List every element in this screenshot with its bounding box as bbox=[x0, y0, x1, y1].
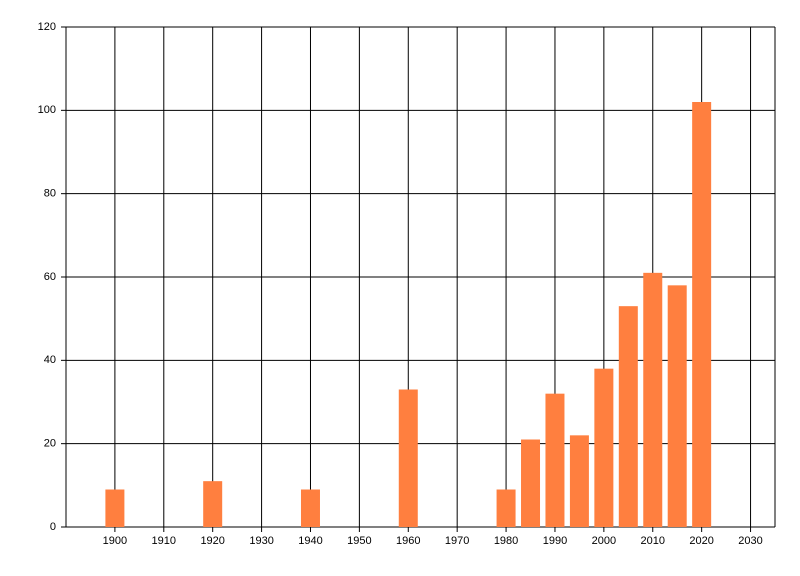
y-tick-label: 120 bbox=[38, 21, 56, 33]
bar bbox=[569, 435, 589, 527]
x-tick-label: 2030 bbox=[738, 535, 762, 547]
x-tick-label: 1920 bbox=[200, 535, 224, 547]
x-tick-label: 1980 bbox=[494, 535, 518, 547]
y-tick-label: 80 bbox=[44, 188, 56, 200]
x-tick-label: 2010 bbox=[641, 535, 665, 547]
bar bbox=[300, 489, 320, 527]
y-tick-label: 40 bbox=[44, 354, 56, 366]
y-tick-label: 20 bbox=[44, 438, 56, 450]
x-tick-label: 2000 bbox=[592, 535, 616, 547]
x-tick-label: 1940 bbox=[298, 535, 322, 547]
y-tick-label: 100 bbox=[38, 104, 56, 116]
x-tick-label: 1970 bbox=[445, 535, 469, 547]
bar bbox=[203, 481, 223, 527]
bar bbox=[398, 389, 418, 527]
bar bbox=[692, 102, 712, 527]
x-tick-label: 2020 bbox=[689, 535, 713, 547]
y-tick-label: 0 bbox=[50, 521, 56, 533]
x-tick-label: 1930 bbox=[249, 535, 273, 547]
bar bbox=[594, 368, 614, 527]
x-tick-label: 1910 bbox=[152, 535, 176, 547]
x-tick-label: 1960 bbox=[396, 535, 420, 547]
bar bbox=[496, 489, 516, 527]
bar bbox=[105, 489, 125, 527]
bar bbox=[643, 272, 663, 527]
x-tick-label: 1900 bbox=[103, 535, 127, 547]
bar bbox=[521, 439, 541, 527]
y-tick-label: 60 bbox=[44, 271, 56, 283]
x-tick-label: 1990 bbox=[543, 535, 567, 547]
bar bbox=[545, 393, 565, 527]
bar bbox=[618, 306, 638, 527]
bar bbox=[667, 285, 687, 527]
x-tick-label: 1950 bbox=[347, 535, 371, 547]
